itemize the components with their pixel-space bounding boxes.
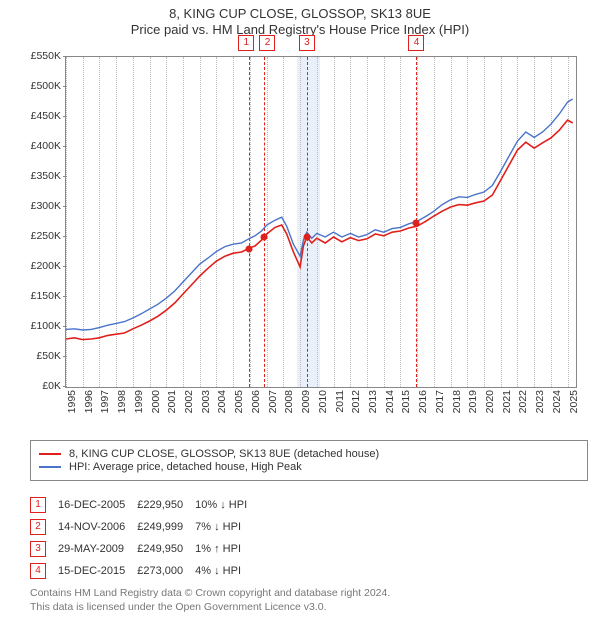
y-tick-label: £200K — [21, 260, 61, 272]
legend-swatch — [39, 466, 61, 468]
event-date: 15-DEC-2015 — [58, 560, 137, 582]
sale-dot — [413, 220, 420, 227]
event-price: £249,999 — [137, 516, 195, 538]
y-tick-label: £450K — [21, 110, 61, 122]
event-delta: 4% ↓ HPI — [195, 560, 259, 582]
arrow-down-icon: ↓ — [214, 565, 220, 577]
event-marker-cell: 3 — [30, 541, 46, 557]
sale-dot — [303, 234, 310, 241]
event-row: 3 29-MAY-2009£249,9501% ↑ HPI — [30, 538, 259, 560]
event-delta: 7% ↓ HPI — [195, 516, 259, 538]
y-tick-label: £50K — [21, 350, 61, 362]
event-marker: 2 — [259, 35, 275, 51]
legend: 8, KING CUP CLOSE, GLOSSOP, SK13 8UE (de… — [30, 440, 588, 481]
event-row: 1 16-DEC-2005£229,95010% ↓ HPI — [30, 494, 259, 516]
footer-attribution: Contains HM Land Registry data © Crown c… — [30, 586, 390, 614]
y-tick-label: £250K — [21, 230, 61, 242]
y-tick-label: £350K — [21, 170, 61, 182]
series-svg — [66, 57, 576, 387]
events-table: 1 16-DEC-2005£229,95010% ↓ HPI 2 14-NOV-200… — [30, 494, 259, 582]
series-line — [66, 99, 573, 330]
y-tick-label: £100K — [21, 320, 61, 332]
y-tick-label: £550K — [21, 50, 61, 62]
event-marker: 4 — [408, 35, 424, 51]
y-tick-label: £500K — [21, 80, 61, 92]
event-delta: 1% ↑ HPI — [195, 538, 259, 560]
arrow-down-icon: ↓ — [220, 499, 226, 511]
event-date: 16-DEC-2005 — [58, 494, 137, 516]
event-row: 2 14-NOV-2006£249,9997% ↓ HPI — [30, 516, 259, 538]
chart: 1234 £0K £50K £100K £150K £200K £250K £300K £35… — [15, 46, 585, 426]
series-line — [66, 120, 573, 340]
legend-label: HPI: Average price, detached house, High… — [69, 461, 302, 473]
event-date: 29-MAY-2009 — [58, 538, 137, 560]
event-row: 4 15-DEC-2015£273,0004% ↓ HPI — [30, 560, 259, 582]
event-price: £229,950 — [137, 494, 195, 516]
arrow-up-icon: ↑ — [214, 543, 220, 555]
plot-area: 1234 — [65, 56, 577, 388]
y-tick-label: £300K — [21, 200, 61, 212]
event-delta: 10% ↓ HPI — [195, 494, 259, 516]
title-address: 8, KING CUP CLOSE, GLOSSOP, SK13 8UE — [0, 6, 600, 21]
y-tick-label: £0K — [21, 380, 61, 392]
event-date: 14-NOV-2006 — [58, 516, 137, 538]
chart-titles: 8, KING CUP CLOSE, GLOSSOP, SK13 8UE Pri… — [0, 0, 600, 37]
event-marker: 1 — [238, 35, 254, 51]
x-tick-label: 2025 — [568, 390, 600, 413]
footer-line: Contains HM Land Registry data © Crown c… — [30, 586, 390, 600]
event-marker-cell: 4 — [30, 563, 46, 579]
legend-item: HPI: Average price, detached house, High… — [39, 461, 579, 473]
event-marker-cell: 1 — [30, 497, 46, 513]
footer-line: This data is licensed under the Open Gov… — [30, 600, 390, 614]
event-marker-cell: 2 — [30, 519, 46, 535]
y-tick-label: £400K — [21, 140, 61, 152]
arrow-down-icon: ↓ — [214, 521, 220, 533]
sale-dot — [246, 246, 253, 253]
y-tick-label: £150K — [21, 290, 61, 302]
legend-swatch — [39, 453, 61, 455]
event-marker: 3 — [299, 35, 315, 51]
sale-dot — [261, 234, 268, 241]
event-price: £249,950 — [137, 538, 195, 560]
legend-item: 8, KING CUP CLOSE, GLOSSOP, SK13 8UE (de… — [39, 448, 579, 460]
legend-label: 8, KING CUP CLOSE, GLOSSOP, SK13 8UE (de… — [69, 448, 379, 460]
event-price: £273,000 — [137, 560, 195, 582]
